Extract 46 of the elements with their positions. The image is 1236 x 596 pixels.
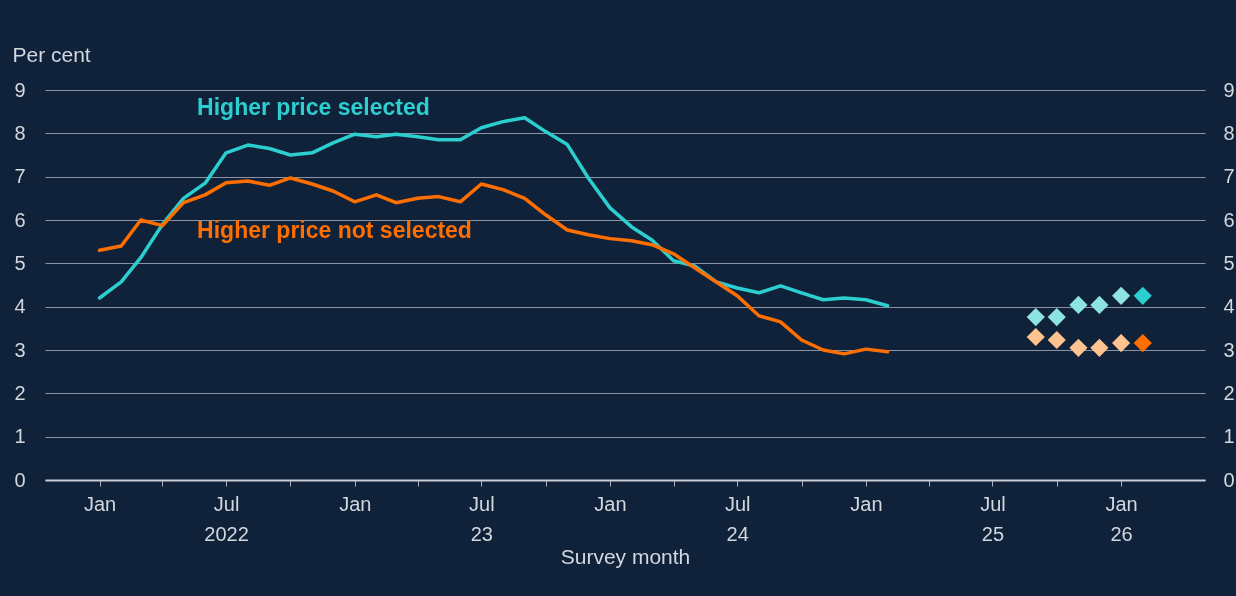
y2-tick-label: 3 [1223, 338, 1235, 361]
x-tick-label: Jan [83, 492, 117, 515]
y2-tick-label: 5 [1223, 251, 1235, 274]
y2-tick-label: 0 [1223, 468, 1235, 491]
y-tick-label: 5 [14, 251, 26, 274]
point [1047, 330, 1066, 350]
point [1112, 333, 1131, 353]
y2-tick-label: 8 [1223, 121, 1235, 144]
x-tick-label: Jan [594, 492, 627, 515]
y2-tick-label: 9 [1223, 78, 1235, 101]
point [1047, 307, 1066, 327]
point [1112, 286, 1131, 305]
y-tick-label: 3 [14, 338, 26, 361]
y2-tick-label: 1 [1223, 425, 1235, 448]
point [1133, 286, 1152, 305]
x-tick-label: Jul 24 [724, 492, 751, 545]
point [1090, 295, 1109, 315]
series-label: Higher price not selected [197, 216, 472, 243]
x-tick-label: Jan [850, 492, 883, 515]
y2-tick-label: 7 [1223, 165, 1235, 188]
y-tick-label: 2 [14, 381, 26, 404]
point [1069, 295, 1088, 315]
point [1026, 307, 1045, 327]
point [1133, 333, 1152, 353]
point [1090, 338, 1109, 357]
x-tick-label: Jul 25 [980, 492, 1006, 545]
y-tick-label: 8 [14, 121, 26, 144]
y2-tick-label: 6 [1223, 208, 1235, 231]
y-tick-label: 6 [14, 208, 26, 231]
y-axis-title: Per cent [12, 42, 91, 66]
y-tick-label: 4 [14, 295, 26, 318]
y-tick-label: 9 [14, 78, 26, 101]
point [1026, 327, 1045, 347]
y-tick-label: 7 [14, 165, 26, 188]
y2-tick-label: 2 [1223, 381, 1235, 404]
line-series [97, 176, 890, 356]
x-axis-title: Survey month [560, 544, 691, 568]
x-tick-label: Jan [339, 492, 372, 515]
y-tick-label: 0 [14, 468, 26, 491]
x-tick-label: Jan 26 [1105, 492, 1138, 545]
y2-tick-label: 4 [1223, 295, 1235, 318]
x-tick-label: Jul 2022 [204, 492, 249, 545]
x-tick-label: Jul 23 [469, 492, 495, 545]
y-tick-label: 1 [14, 425, 26, 448]
point [1069, 338, 1088, 357]
series-label: Higher price selected [197, 94, 430, 121]
